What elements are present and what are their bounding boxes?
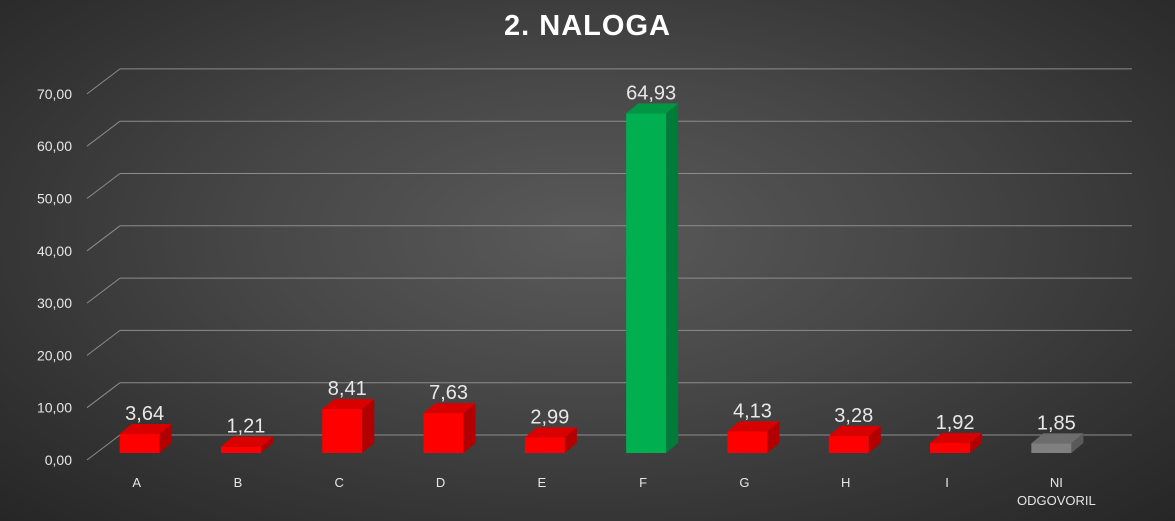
x-tick-label: D [436, 475, 445, 490]
bar-side [1071, 433, 1084, 453]
data-label: 2,99 [530, 406, 569, 428]
bar [626, 113, 667, 453]
bar [727, 431, 768, 453]
bar-side [260, 436, 273, 453]
y-tick-label: 70,00 [37, 86, 72, 102]
bar-side [564, 427, 577, 453]
chart-title: 2. NALOGA [504, 10, 671, 42]
bar-side [159, 423, 172, 453]
y-tick-label: 60,00 [37, 138, 72, 154]
bar-top [119, 423, 172, 434]
gridline-depth [86, 330, 121, 356]
x-tick-label: A [132, 475, 141, 490]
bar-top [423, 403, 476, 414]
bar-side [970, 432, 983, 453]
x-tick-label: C [335, 475, 344, 490]
x-tick-label: E [538, 475, 547, 490]
data-label: 8,41 [328, 378, 367, 400]
data-label: 3,28 [834, 405, 873, 427]
x-tick-label: B [234, 475, 243, 490]
bar [828, 435, 869, 453]
x-tick-label: G [739, 475, 749, 490]
bar-side [463, 403, 476, 453]
gridline-depth [86, 173, 121, 199]
bar [423, 413, 464, 453]
bar-top [322, 399, 375, 410]
gridline-depth [86, 225, 121, 252]
bar-top [220, 436, 273, 447]
bar-top [828, 425, 881, 436]
x-tick-label: I [945, 475, 949, 490]
bar [930, 442, 971, 453]
bar [220, 446, 261, 453]
bar-top [626, 103, 679, 114]
y-tick-label: 10,00 [37, 400, 72, 416]
gridline-depth [86, 120, 121, 147]
y-tick-label: 30,00 [37, 295, 72, 311]
bar-top [930, 432, 983, 443]
bar-side [868, 425, 881, 453]
data-label: 64,93 [626, 82, 676, 104]
data-label: 7,63 [429, 382, 468, 404]
bar [119, 433, 160, 453]
bar-top [1031, 433, 1084, 444]
data-label: 1,85 [1037, 412, 1076, 434]
data-label: 4,13 [733, 400, 772, 422]
bar-side [362, 399, 375, 453]
bar-top [727, 421, 780, 432]
x-tick-label: NI [1050, 475, 1063, 490]
gridline-depth [86, 68, 121, 95]
x-tick-label: ODGOVORIL [1017, 493, 1096, 508]
y-tick-label: 50,00 [37, 191, 72, 207]
data-label: 1,92 [936, 412, 975, 434]
data-label: 1,21 [226, 416, 265, 438]
bar-side [767, 421, 780, 453]
gridline-depth [86, 277, 121, 304]
x-tick-label: F [639, 475, 647, 490]
x-tick-label: H [841, 475, 850, 490]
bar [1031, 443, 1072, 453]
data-label: 3,64 [125, 403, 164, 425]
y-tick-label: 40,00 [37, 243, 72, 259]
y-tick-label: 20,00 [37, 347, 72, 363]
bar [524, 437, 565, 453]
bar [322, 409, 363, 453]
y-tick-label: 0,00 [45, 452, 72, 468]
bar-side [666, 103, 679, 453]
gridline-depth [86, 434, 121, 461]
bar-top [524, 427, 577, 438]
gridline-depth [86, 382, 121, 409]
